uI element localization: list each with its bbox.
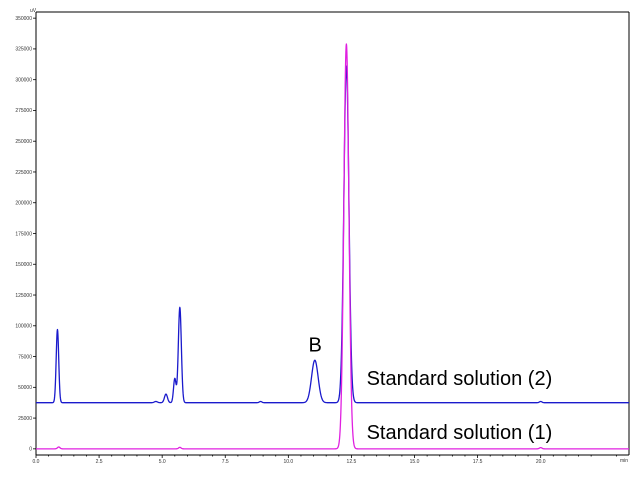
y-tick-label: 175000 [15,231,32,237]
y-tick-label: 275000 [15,108,32,114]
annotations: B Standard solution (2) Standard solution … [309,335,553,444]
x-ticks: 0.0 2.5 5.0 7.5 10.0 12.5 15.0 17.5 20.0 [33,455,617,465]
y-tick-label: 25000 [18,416,32,422]
x-tick-label: 5.0 [159,459,166,465]
y-tick-label: 250000 [15,139,32,145]
y-tick-label: 75000 [18,354,32,360]
y-tick-label: 350000 [15,16,32,22]
y-tick-label: 100000 [15,324,32,330]
y-ticks: 0 25000 50000 75000 100000 125000 150000 175000… [15,16,36,453]
annotation-label: B [309,335,322,357]
y-tick-label: 225000 [15,170,32,176]
y-unit-label: uV [30,8,37,14]
y-tick-label: 150000 [15,262,32,268]
x-tick-label: 2.5 [96,459,103,465]
x-tick-label: 7.5 [222,459,229,465]
x-tick-label: 20.0 [536,459,546,465]
x-unit-label: min [620,458,628,464]
x-tick-label: 15.0 [410,459,420,465]
y-tick-label: 0 [29,447,32,453]
series-line-1 [35,65,630,404]
x-tick-label: 10.0 [283,459,293,465]
y-tick-label: 125000 [15,293,32,299]
y-tick-label: 300000 [15,77,32,83]
series-line-2 [35,43,630,450]
y-tick-label: 50000 [18,385,32,391]
y-tick-label: 325000 [15,47,32,53]
x-tick-label: 0.0 [33,459,40,465]
x-tick-label: 17.5 [473,459,483,465]
annotation-label: Standard solution (1) [367,422,553,444]
x-tick-label: 12.5 [347,459,357,465]
series-group [35,43,630,450]
annotation-label: Standard solution (2) [367,368,553,390]
y-tick-label: 200000 [15,201,32,207]
